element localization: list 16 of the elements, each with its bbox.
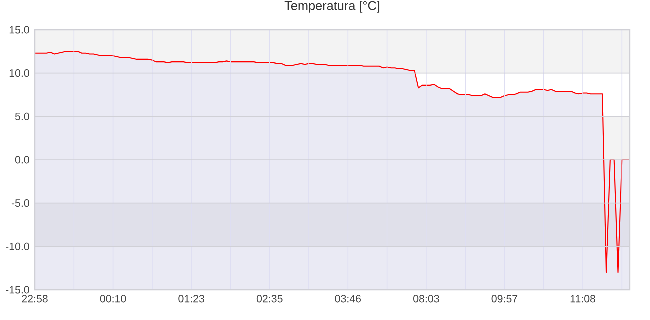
x-tick-label: 11:08 [570, 295, 596, 303]
y-tick-label: 0.0 [15, 156, 30, 164]
x-tick-label: 03:46 [335, 295, 362, 303]
x-tick-label: 01:23 [178, 295, 204, 303]
x-tick-label: 22:58 [22, 295, 48, 303]
y-tick-label: -10.0 [6, 242, 30, 250]
chart-title: Temperatura [°C] [284, 1, 380, 13]
y-tick-label: 10.0 [10, 70, 30, 78]
x-tick-label: 08:03 [414, 295, 440, 303]
x-tick-label: 02:35 [256, 295, 283, 303]
y-tick-label: 15.0 [10, 26, 30, 34]
y-tick-label: -15.0 [6, 286, 30, 294]
y-tick-label: -5.0 [12, 200, 30, 208]
x-tick-label: 09:57 [492, 295, 518, 303]
x-tick-label: 00:10 [100, 295, 126, 303]
y-tick-label: 5.0 [15, 112, 30, 120]
